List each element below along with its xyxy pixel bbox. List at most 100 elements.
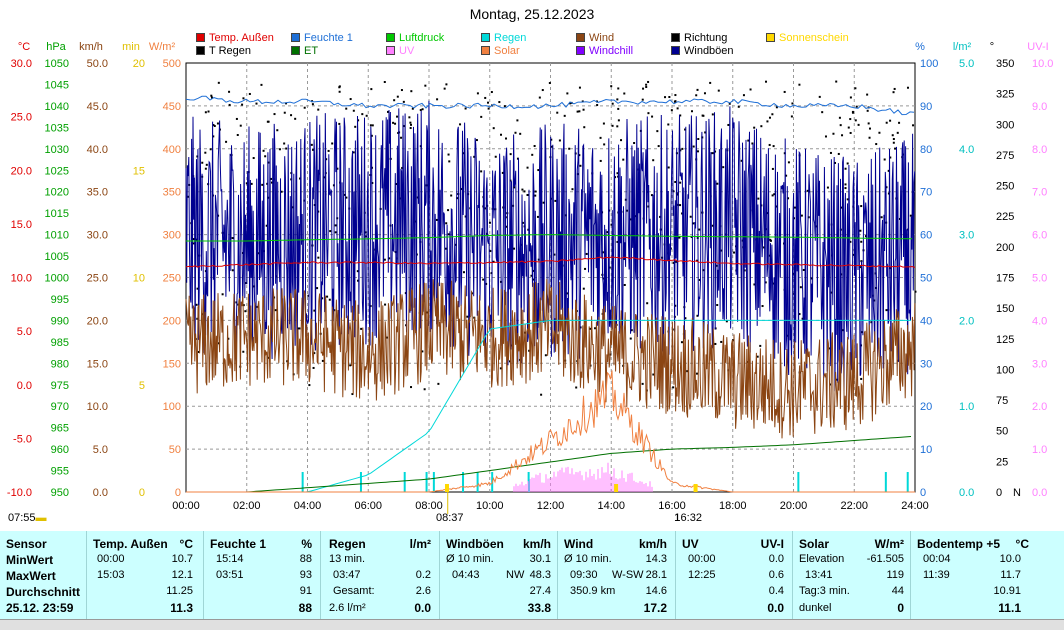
direction-point <box>204 167 207 170</box>
solar-tick-label: 0 <box>175 487 181 499</box>
direction-point <box>753 126 756 129</box>
hum-tick-label: 0 <box>920 487 926 499</box>
direction-point <box>421 350 424 353</box>
direction-point <box>257 252 260 255</box>
stats-temp: Temp. Außen °C 00:00 10.7 15:03 12.1 11.… <box>87 531 204 619</box>
direction-point <box>894 147 897 150</box>
direction-point <box>849 118 852 121</box>
legend-item: Windböen <box>671 45 734 57</box>
solar-tick-label: 200 <box>163 315 181 327</box>
dir-tick-label: 200 <box>996 242 1014 254</box>
direction-point <box>860 205 863 208</box>
direction-point <box>674 304 677 307</box>
direction-point <box>542 201 545 204</box>
direction-point <box>437 382 440 385</box>
dir-tick-label: 275 <box>996 150 1014 162</box>
direction-point <box>447 153 450 156</box>
direction-point <box>711 152 714 155</box>
temp-max-value: 12.1 <box>171 569 193 581</box>
row-label-current: 25.12. 23:59 <box>6 601 74 615</box>
direction-point <box>656 130 659 133</box>
direction-point <box>720 340 723 343</box>
direction-point <box>799 286 802 289</box>
direction-point <box>482 278 485 281</box>
direction-point <box>466 315 469 318</box>
dir-tick-label: 50 <box>996 426 1008 438</box>
direction-point <box>860 240 863 243</box>
row-label-max: MaxWert <box>6 569 56 583</box>
direction-point <box>875 286 878 289</box>
direction-point <box>835 378 838 381</box>
direction-point <box>248 92 251 95</box>
series-et <box>186 436 912 493</box>
solar-tick-label: 100 <box>163 401 181 413</box>
direction-point <box>352 109 355 112</box>
solar-tick-label: 500 <box>163 58 181 70</box>
direction-point <box>212 123 215 126</box>
direction-point <box>490 91 493 94</box>
direction-point <box>447 233 450 236</box>
rain-header: Regen <box>329 537 366 551</box>
legend-swatch <box>386 46 395 55</box>
direction-point <box>371 124 374 127</box>
direction-point <box>266 120 269 123</box>
direction-point <box>383 81 386 84</box>
direction-point <box>424 84 427 87</box>
legend-label: Windchill <box>589 45 634 57</box>
direction-point <box>579 164 582 167</box>
dir-tick-label: 100 <box>996 364 1014 376</box>
direction-point <box>321 359 324 362</box>
soil-min-value: 10.0 <box>999 553 1021 565</box>
legend-item: Temp. Außen <box>196 32 274 44</box>
sunshine-marker <box>444 484 449 492</box>
wind-tick-label: 0.0 <box>93 487 108 499</box>
hum-tick-label: 90 <box>920 101 932 113</box>
wind-tick-label: 5.0 <box>93 444 108 456</box>
press-tick-label: 990 <box>51 315 69 327</box>
direction-point <box>717 89 720 92</box>
status-bar <box>0 619 1064 630</box>
legend-label: Windböen <box>684 45 734 57</box>
direction-point <box>742 94 745 97</box>
press-tick-label: 975 <box>51 380 69 392</box>
direction-point <box>531 153 534 156</box>
direction-point <box>370 88 373 91</box>
direction-point <box>859 266 862 269</box>
solar-tick-label: 300 <box>163 230 181 242</box>
direction-point <box>197 350 200 353</box>
press-tick-label: 1035 <box>45 122 69 134</box>
direction-point <box>709 81 712 84</box>
dir-tick-label: 175 <box>996 273 1014 285</box>
direction-point <box>647 205 650 208</box>
temp-unit: °C <box>179 537 193 551</box>
direction-point <box>492 260 495 263</box>
direction-point <box>909 214 912 217</box>
direction-point <box>356 270 359 273</box>
direction-point <box>847 126 850 129</box>
direction-point <box>569 102 572 105</box>
press-tick-label: 950 <box>51 487 69 499</box>
soil-avg: 10.91 <box>993 585 1021 597</box>
direction-point <box>313 309 316 312</box>
direction-point <box>571 188 574 191</box>
wind-tick-label: 40.0 <box>87 144 108 156</box>
direction-point <box>725 320 728 323</box>
uv-tick-label: 0.0 <box>1032 487 1047 499</box>
direction-point <box>480 115 483 118</box>
direction-point <box>883 158 886 161</box>
rain-current: 0.0 <box>414 601 431 615</box>
gust-current: 33.8 <box>527 601 551 615</box>
uv-axis-unit: UV-I <box>1027 41 1048 53</box>
direction-point <box>568 147 571 150</box>
legend-swatch <box>386 33 395 42</box>
direction-point <box>611 102 614 105</box>
direction-point <box>265 224 268 227</box>
direction-point <box>870 321 873 324</box>
temp-max-time: 15:03 <box>97 569 125 581</box>
direction-point <box>530 274 533 277</box>
direction-point <box>679 114 682 117</box>
direction-point <box>675 260 678 263</box>
direction-point <box>196 287 199 290</box>
direction-point <box>523 190 526 193</box>
time-tick-label: 06:00 <box>354 500 382 512</box>
